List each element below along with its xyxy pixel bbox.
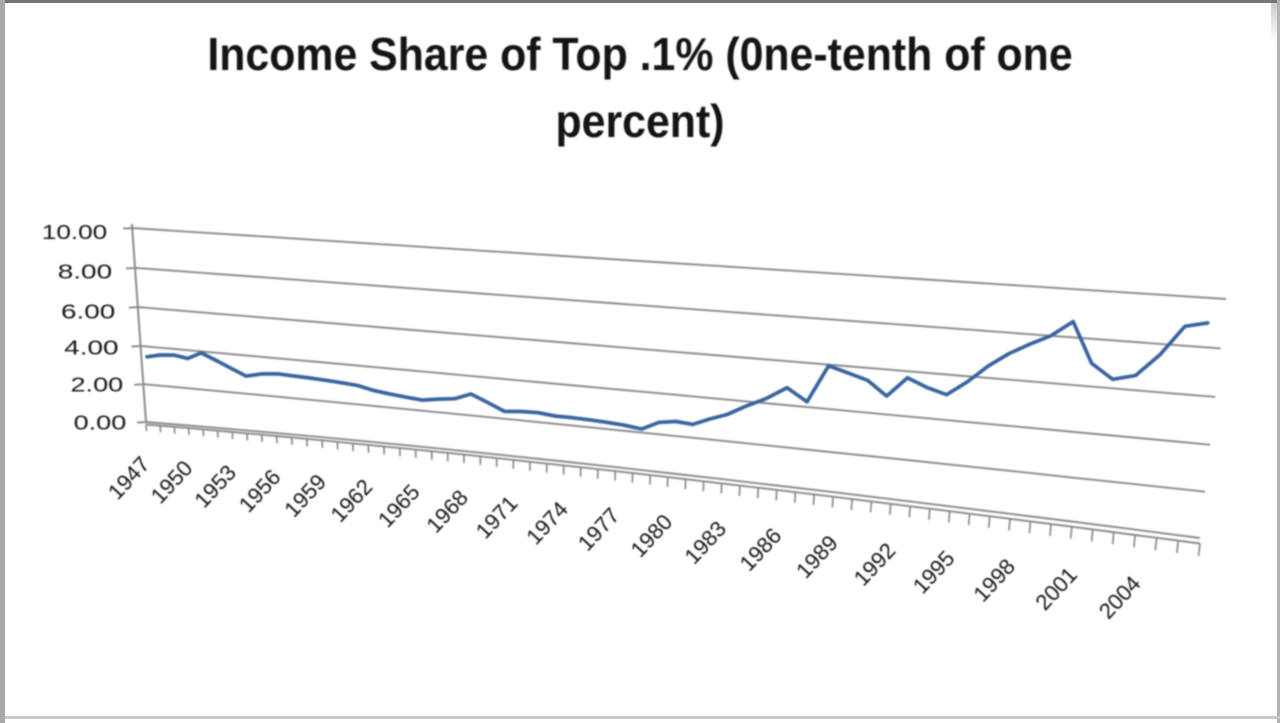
- svg-text:1971: 1971: [471, 491, 523, 544]
- svg-text:1977: 1977: [573, 503, 625, 556]
- svg-text:1956: 1956: [234, 464, 286, 517]
- svg-text:1968: 1968: [421, 485, 473, 538]
- svg-text:2004: 2004: [1094, 571, 1146, 624]
- svg-text:1965: 1965: [373, 479, 425, 532]
- svg-text:2001: 2001: [1030, 562, 1082, 615]
- svg-text:1992: 1992: [849, 538, 901, 591]
- svg-text:10.00: 10.00: [42, 222, 107, 244]
- svg-text:2.00: 2.00: [71, 375, 124, 397]
- svg-text:1962: 1962: [326, 474, 378, 527]
- svg-text:1959: 1959: [279, 469, 331, 522]
- svg-text:1980: 1980: [626, 509, 678, 562]
- svg-text:6.00: 6.00: [61, 301, 115, 323]
- svg-text:1950: 1950: [146, 456, 198, 509]
- svg-text:0.00: 0.00: [74, 413, 127, 435]
- svg-text:8.00: 8.00: [58, 262, 112, 284]
- svg-text:1953: 1953: [189, 460, 241, 513]
- svg-text:1995: 1995: [908, 546, 960, 599]
- svg-text:1986: 1986: [735, 523, 787, 576]
- svg-text:1947: 1947: [103, 452, 155, 505]
- svg-text:1998: 1998: [968, 554, 1020, 607]
- svg-text:1974: 1974: [521, 497, 573, 550]
- svg-text:4.00: 4.00: [64, 338, 118, 360]
- svg-text:1989: 1989: [791, 530, 843, 583]
- svg-text:1983: 1983: [679, 516, 731, 569]
